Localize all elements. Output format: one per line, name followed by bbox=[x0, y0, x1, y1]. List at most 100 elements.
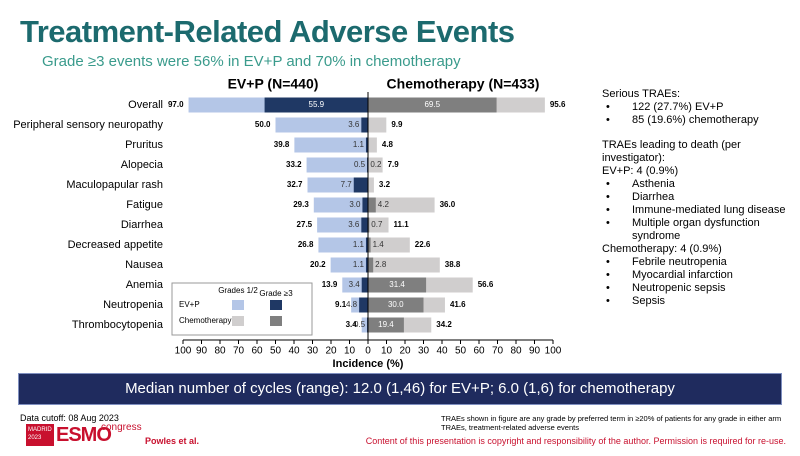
x-tick-label: 10 bbox=[344, 346, 356, 357]
value-label: 50.0 bbox=[255, 120, 271, 129]
value-label: 1.4 bbox=[373, 240, 385, 249]
value-label: 0.2 bbox=[370, 160, 382, 169]
value-label: 41.6 bbox=[450, 300, 466, 309]
category-label: Peripheral sensory neuropathy bbox=[13, 119, 163, 131]
value-label: 97.0 bbox=[168, 100, 184, 109]
list-item: Diarrhea bbox=[606, 191, 792, 204]
legend-label: Chemotherapy bbox=[179, 316, 231, 325]
category-label: Diarrhea bbox=[121, 219, 164, 231]
category-label: Nausea bbox=[125, 259, 164, 271]
x-tick-label: 80 bbox=[214, 346, 226, 357]
value-label: 0.5 bbox=[354, 320, 366, 329]
value-label: 56.6 bbox=[478, 280, 494, 289]
legend-swatch bbox=[270, 300, 282, 310]
x-tick-label: 90 bbox=[196, 346, 208, 357]
value-label: 22.6 bbox=[415, 240, 431, 249]
bar-all-grades bbox=[368, 137, 377, 153]
value-label: 3.6 bbox=[348, 120, 360, 129]
bar-all-grades bbox=[313, 197, 368, 213]
value-label: 55.9 bbox=[309, 100, 325, 109]
footnotes: TRAEs shown in figure are any grade by p… bbox=[441, 414, 786, 432]
bar-all-grades bbox=[368, 177, 374, 193]
x-tick-label: 100 bbox=[545, 346, 562, 357]
value-label: 7.7 bbox=[341, 180, 353, 189]
value-label: 4.8 bbox=[382, 140, 394, 149]
sidebar-subheading: Chemotherapy: 4 (0.9%) bbox=[602, 243, 722, 255]
value-label: 32.7 bbox=[287, 180, 303, 189]
legend-swatch bbox=[270, 316, 282, 326]
legend-swatch bbox=[232, 316, 244, 326]
bar-grade3 bbox=[361, 217, 368, 233]
value-label: 1.1 bbox=[353, 260, 365, 269]
slide-subtitle: Grade ≥3 events were 56% in EV+P and 70%… bbox=[42, 53, 461, 70]
x-tick-label: 70 bbox=[233, 346, 245, 357]
sidebar-heading: TRAEs leading to death (per investigator… bbox=[602, 139, 741, 164]
bar-grade3 bbox=[368, 297, 424, 313]
footnote: TRAEs, treatment-related adverse events bbox=[441, 423, 579, 432]
x-tick-label: 50 bbox=[455, 346, 467, 357]
cutoff: Data cutoff: 08 Aug 2023 bbox=[20, 413, 119, 423]
value-label: 19.4 bbox=[378, 320, 394, 329]
bar-grade3 bbox=[264, 97, 368, 113]
bar-grade3 bbox=[368, 277, 427, 293]
value-label: 20.2 bbox=[310, 260, 326, 269]
bar-all-grades bbox=[294, 137, 368, 153]
x-tick-label: 30 bbox=[418, 346, 430, 357]
bar-grade3 bbox=[361, 117, 368, 133]
legend-column: Grades 1/2 bbox=[218, 286, 258, 295]
arm-title: Chemotherapy (N=433) bbox=[387, 76, 540, 92]
bar-all-grades bbox=[342, 277, 368, 293]
logo-city: MADRID bbox=[28, 427, 52, 433]
x-tick-label: 20 bbox=[325, 346, 337, 357]
list-item: Asthenia bbox=[606, 178, 792, 191]
value-label: 7.9 bbox=[388, 160, 400, 169]
list-item: Sepsis bbox=[606, 295, 792, 308]
category-label: Fatigue bbox=[126, 199, 163, 211]
x-tick-label: 60 bbox=[473, 346, 485, 357]
list-item: Myocardial infarction bbox=[606, 269, 792, 282]
arm-title: EV+P (N=440) bbox=[228, 76, 319, 92]
list: Febrile neutropeniaMyocardial infarction… bbox=[602, 256, 792, 308]
bar-all-grades bbox=[306, 157, 368, 173]
value-label: 34.2 bbox=[436, 320, 452, 329]
bar-all-grades bbox=[318, 237, 368, 253]
bar-grade3 bbox=[368, 97, 497, 113]
category-label: Pruritus bbox=[125, 139, 163, 151]
value-label: 3.6 bbox=[348, 220, 360, 229]
bar-grade3 bbox=[368, 197, 376, 213]
x-tick-label: 10 bbox=[381, 346, 393, 357]
bar-grade3 bbox=[368, 217, 370, 233]
x-tick-label: 100 bbox=[175, 346, 192, 357]
bar-all-grades bbox=[368, 117, 387, 133]
value-label: 1.1 bbox=[353, 240, 365, 249]
value-label: 3.0 bbox=[349, 200, 361, 209]
x-tick-label: 40 bbox=[288, 346, 300, 357]
value-label: 30.0 bbox=[388, 300, 404, 309]
value-label: 9.1 bbox=[335, 300, 347, 309]
legend-label: EV+P bbox=[179, 300, 200, 309]
bar-all-grades bbox=[317, 217, 368, 233]
logo-year: 2023 bbox=[28, 435, 42, 441]
category-label: Alopecia bbox=[121, 159, 164, 171]
category-label: Overall bbox=[128, 99, 163, 111]
category-label: Decreased appetite bbox=[68, 239, 163, 251]
x-tick-label: 0 bbox=[365, 346, 371, 357]
x-tick-label: 80 bbox=[510, 346, 522, 357]
bar-all-grades bbox=[368, 257, 440, 273]
bar-grade3 bbox=[368, 257, 374, 273]
bar-grade3 bbox=[365, 257, 368, 273]
bar-all-grades bbox=[368, 157, 383, 173]
list-item: Febrile neutropenia bbox=[606, 256, 792, 269]
legend-swatch bbox=[232, 300, 244, 310]
bar-all-grades bbox=[275, 117, 368, 133]
bar-grade3 bbox=[359, 297, 368, 313]
x-tick-label: 60 bbox=[251, 346, 263, 357]
value-label: 9.9 bbox=[391, 120, 403, 129]
value-label: 2.8 bbox=[375, 260, 387, 269]
bar-all-grades bbox=[361, 317, 368, 333]
value-label: 31.4 bbox=[389, 280, 405, 289]
value-label: 27.5 bbox=[297, 220, 313, 229]
value-label: 36.0 bbox=[440, 200, 456, 209]
x-tick-label: 30 bbox=[307, 346, 319, 357]
